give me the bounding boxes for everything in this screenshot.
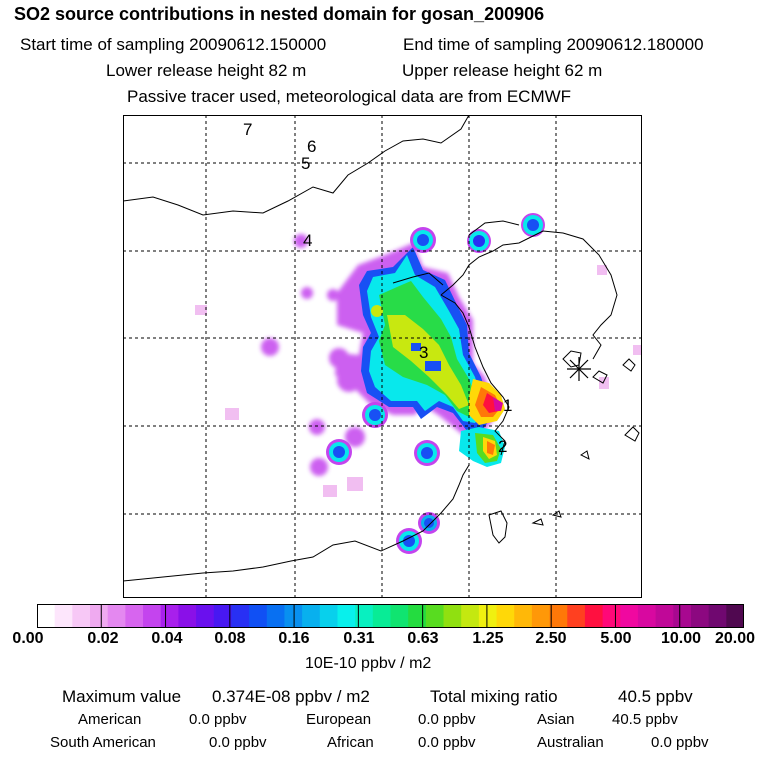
colorbar-cell <box>213 604 233 628</box>
total-mixing-label: Total mixing ratio <box>430 687 558 706</box>
source-marker-1: 1 <box>503 396 512 415</box>
colorbar-cell <box>178 604 197 628</box>
colorbar-tick: 0.63 <box>407 630 439 647</box>
region-value: 0.0 ppbv <box>418 734 476 751</box>
colorbar-cell <box>408 604 427 628</box>
colorbar-cell <box>390 604 409 628</box>
colorbar-cell <box>637 604 657 628</box>
total-mixing-value: 40.5 ppbv <box>618 687 693 706</box>
upper-release-label: Upper release height 62 m <box>402 61 603 80</box>
colorbar-tick: 2.50 <box>535 630 567 647</box>
colorbar-cell <box>37 604 56 628</box>
colorbar-cell <box>107 604 126 628</box>
colorbar-cell <box>514 604 533 628</box>
contribution-map: 1 2 3 4 5 6 7 <box>123 115 642 598</box>
source-marker-5: 5 <box>301 154 310 173</box>
region-name: American <box>78 711 142 728</box>
colorbar-tick: 20.00 <box>714 630 756 647</box>
color-scale-bar <box>37 604 744 628</box>
region-value: 0.0 ppbv <box>418 711 476 728</box>
colorbar-cell <box>90 604 109 628</box>
colorbar-tick: 0.31 <box>343 630 375 647</box>
source-marker-2: 2 <box>498 437 507 456</box>
colorbar-cell <box>337 604 356 628</box>
max-value: 0.374E-08 ppbv / m2 <box>212 687 370 706</box>
colorbar-cell <box>319 604 339 628</box>
colorbar-tick: 0.00 <box>12 630 44 647</box>
region-name: European <box>306 711 372 728</box>
region-value: 0.0 ppbv <box>651 734 709 751</box>
tracer-note: Passive tracer used, meteorological data… <box>127 87 572 106</box>
colorbar-cell <box>690 604 710 628</box>
receptor-star-icon <box>567 357 591 381</box>
colorbar-cell <box>584 604 604 628</box>
region-value: 0.0 ppbv <box>189 711 247 728</box>
colorbar-units: 10E-10 ppbv / m2 <box>305 655 432 672</box>
colorbar-cell <box>266 604 286 628</box>
hotspot-shanghai <box>469 379 505 425</box>
plume-blue-pockets <box>411 343 441 371</box>
colorbar-cell <box>496 604 515 628</box>
region-name: African <box>327 734 374 751</box>
source-marker-4: 4 <box>303 231 312 250</box>
colorbar-cell <box>549 604 568 628</box>
colorbar-cell <box>196 604 215 628</box>
colorbar-cell <box>531 604 551 628</box>
max-value-label: Maximum value <box>62 687 182 706</box>
source-marker-7: 7 <box>243 120 252 139</box>
colorbar-cell <box>72 604 91 628</box>
region-name: Asian <box>537 711 575 728</box>
colorbar-cell <box>302 604 321 628</box>
colorbar-tick: 0.08 <box>214 630 246 647</box>
colorbar-cell <box>231 604 250 628</box>
colorbar-tick: 0.02 <box>87 630 119 647</box>
region-value: 0.0 ppbv <box>209 734 267 751</box>
coastlines <box>123 115 640 582</box>
colorbar-tick: 0.04 <box>151 630 183 647</box>
colorbar-cell <box>425 604 445 628</box>
region-name: South American <box>50 734 156 751</box>
colorbar-tick: 1.25 <box>472 630 504 647</box>
colorbar-cell <box>461 604 480 628</box>
lower-release-label: Lower release height 82 m <box>106 61 307 80</box>
colorbar-cell <box>443 604 462 628</box>
colorbar-cell <box>372 604 392 628</box>
colorbar-cell <box>160 604 180 628</box>
colorbar-cell <box>620 604 639 628</box>
colorbar-cell <box>125 604 144 628</box>
region-value: 40.5 ppbv <box>612 711 678 728</box>
colorbar-cell <box>602 604 621 628</box>
start-time-label: Start time of sampling 20090612.150000 <box>20 35 327 54</box>
colorbar-cell <box>143 604 162 628</box>
colorbar-cell <box>567 604 586 628</box>
colorbar-cell <box>478 604 498 628</box>
source-marker-3: 3 <box>419 343 428 362</box>
colorbar-cell <box>655 604 674 628</box>
colorbar-cell <box>726 604 744 628</box>
lat-lon-grid <box>123 115 642 598</box>
colorbar-tick: 0.16 <box>278 630 310 647</box>
region-name: Australian <box>537 734 604 751</box>
colorbar-cell <box>249 604 268 628</box>
colorbar-cell <box>355 604 374 628</box>
colorbar-tick: 5.00 <box>600 630 632 647</box>
colorbar-tick: 10.00 <box>660 630 702 647</box>
plot-title: SO2 source contributions in nested domai… <box>14 4 545 24</box>
end-time-label: End time of sampling 20090612.180000 <box>403 35 704 54</box>
isolated-blobs <box>326 213 545 554</box>
colorbar-cell <box>54 604 73 628</box>
hotspot-hangzhou <box>459 427 505 467</box>
colorbar-cell <box>673 604 692 628</box>
colorbar-cell <box>708 604 727 628</box>
source-marker-6: 6 <box>307 137 316 156</box>
